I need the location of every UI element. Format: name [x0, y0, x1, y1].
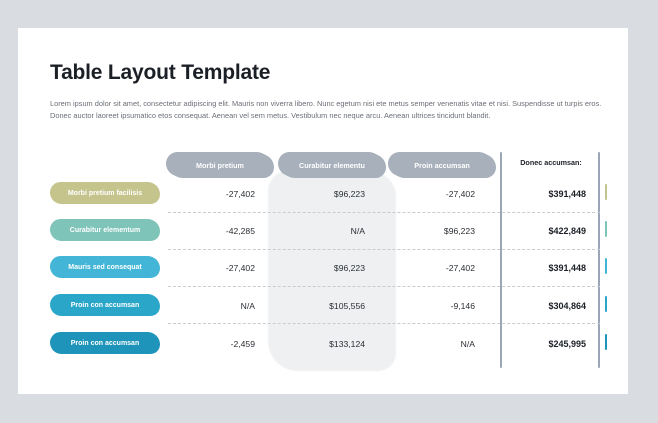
row-divider — [168, 249, 600, 250]
row-label: Proin con accumsan — [50, 332, 160, 354]
row-total: $391,448 — [548, 189, 586, 199]
table-cell: -9,146 — [450, 301, 475, 311]
row-divider — [168, 323, 600, 324]
column-header-3: Proin accumsan — [390, 153, 494, 177]
row-total: $304,864 — [548, 301, 586, 311]
highlight-column-brush — [268, 171, 396, 371]
row-label: Morbi pretium facilisis — [50, 182, 160, 204]
column-header-total: Donec accumsan: — [520, 158, 582, 167]
row-divider — [168, 286, 600, 287]
table-cell: $96,223 — [443, 226, 475, 236]
table-cell: -27,402 — [225, 263, 255, 273]
table-cell: $96,223 — [333, 263, 365, 273]
page-title: Table Layout Template — [50, 61, 271, 84]
column-header-1: Morbi pretium — [168, 153, 272, 177]
table-cell: $133,124 — [329, 339, 365, 349]
description-text: Lorem ipsum dolor sit amet, consectetur … — [50, 99, 602, 120]
row-label: Mauris sed consequat — [50, 256, 160, 278]
table-cell: N/A — [240, 301, 255, 311]
row-label: Curabitur elementum — [50, 219, 160, 241]
table-cell: -27,402 — [445, 189, 475, 199]
row-divider — [168, 212, 600, 213]
column-divider — [598, 152, 600, 368]
row-tick-mark — [605, 258, 607, 274]
row-label: Proin con accumsan — [50, 294, 160, 316]
row-total: $245,995 — [548, 339, 586, 349]
row-tick-mark — [605, 334, 607, 350]
table-cell: -27,402 — [445, 263, 475, 273]
row-total: $422,849 — [548, 226, 586, 236]
row-tick-mark — [605, 221, 607, 237]
table-cell: $96,223 — [333, 189, 365, 199]
slide: Table Layout Template Lorem ipsum dolor … — [18, 28, 628, 394]
table-cell: -2,459 — [230, 339, 255, 349]
column-divider — [500, 152, 502, 368]
table-cell: N/A — [460, 339, 475, 349]
table-cell: -27,402 — [225, 189, 255, 199]
table-cell: -42,285 — [225, 226, 255, 236]
column-header-2: Curabitur elementu — [280, 153, 384, 177]
table-cell: $105,556 — [329, 301, 365, 311]
row-tick-mark — [605, 184, 607, 200]
row-tick-mark — [605, 296, 607, 312]
table-cell: N/A — [350, 226, 365, 236]
row-total: $391,448 — [548, 263, 586, 273]
